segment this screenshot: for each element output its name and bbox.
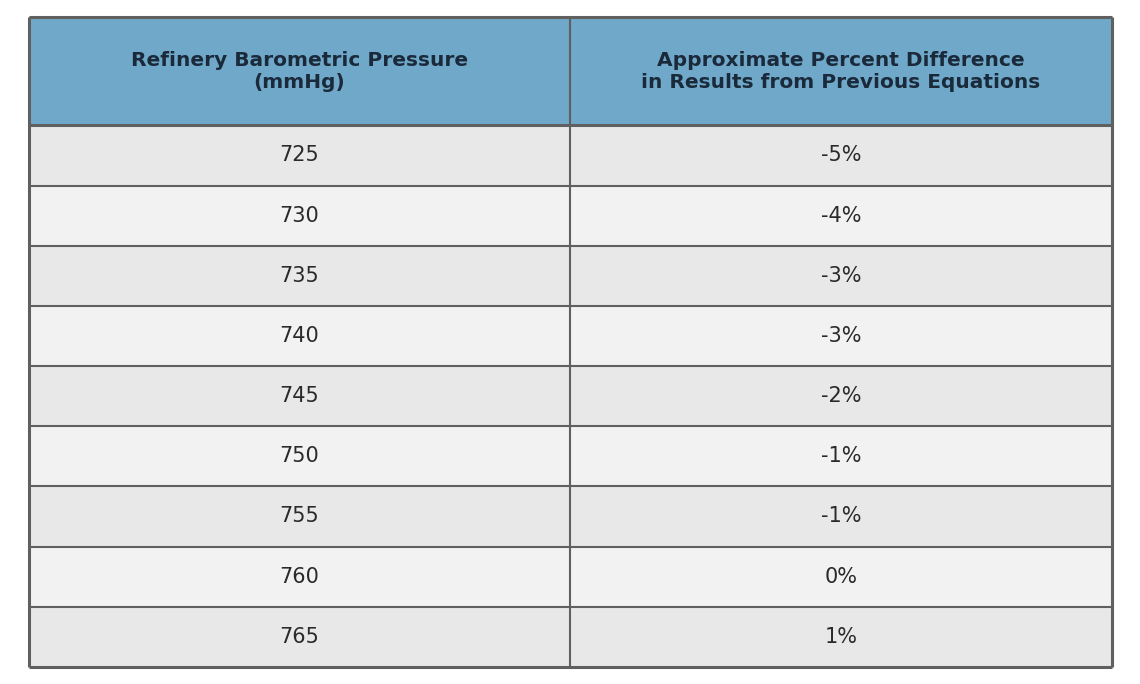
Text: 735: 735	[279, 266, 319, 286]
Bar	[570, 486, 1112, 547]
Bar	[28, 246, 570, 306]
Text: -5%: -5%	[821, 146, 861, 166]
Bar	[570, 246, 1112, 306]
Text: 755: 755	[279, 506, 319, 527]
Text: 765: 765	[279, 627, 319, 647]
Bar	[570, 366, 1112, 426]
Text: -1%: -1%	[821, 506, 861, 527]
Text: -3%: -3%	[821, 326, 861, 346]
Bar	[28, 547, 570, 607]
Bar	[570, 185, 1112, 246]
Bar	[570, 17, 1112, 125]
Text: Refinery Barometric Pressure
(mmHg): Refinery Barometric Pressure (mmHg)	[131, 51, 467, 92]
Text: -4%: -4%	[821, 206, 861, 226]
Text: 740: 740	[279, 326, 319, 346]
Bar	[570, 306, 1112, 366]
Text: 745: 745	[279, 386, 319, 406]
Bar	[28, 185, 570, 246]
Bar	[28, 17, 570, 125]
Bar	[570, 607, 1112, 667]
Bar	[28, 607, 570, 667]
Text: 725: 725	[279, 146, 319, 166]
Text: 730: 730	[279, 206, 319, 226]
Bar	[570, 547, 1112, 607]
Text: -2%: -2%	[821, 386, 861, 406]
Bar	[28, 125, 570, 185]
Text: -1%: -1%	[821, 447, 861, 466]
Text: -3%: -3%	[821, 266, 861, 286]
Text: 1%: 1%	[824, 627, 857, 647]
Bar	[28, 426, 570, 486]
Text: 750: 750	[279, 447, 319, 466]
Bar	[570, 426, 1112, 486]
Text: 760: 760	[279, 566, 319, 587]
Bar	[28, 366, 570, 426]
Bar	[570, 125, 1112, 185]
Bar	[28, 486, 570, 547]
Bar	[28, 306, 570, 366]
Text: Approximate Percent Difference
in Results from Previous Equations: Approximate Percent Difference in Result…	[641, 51, 1041, 92]
Text: 0%: 0%	[824, 566, 857, 587]
